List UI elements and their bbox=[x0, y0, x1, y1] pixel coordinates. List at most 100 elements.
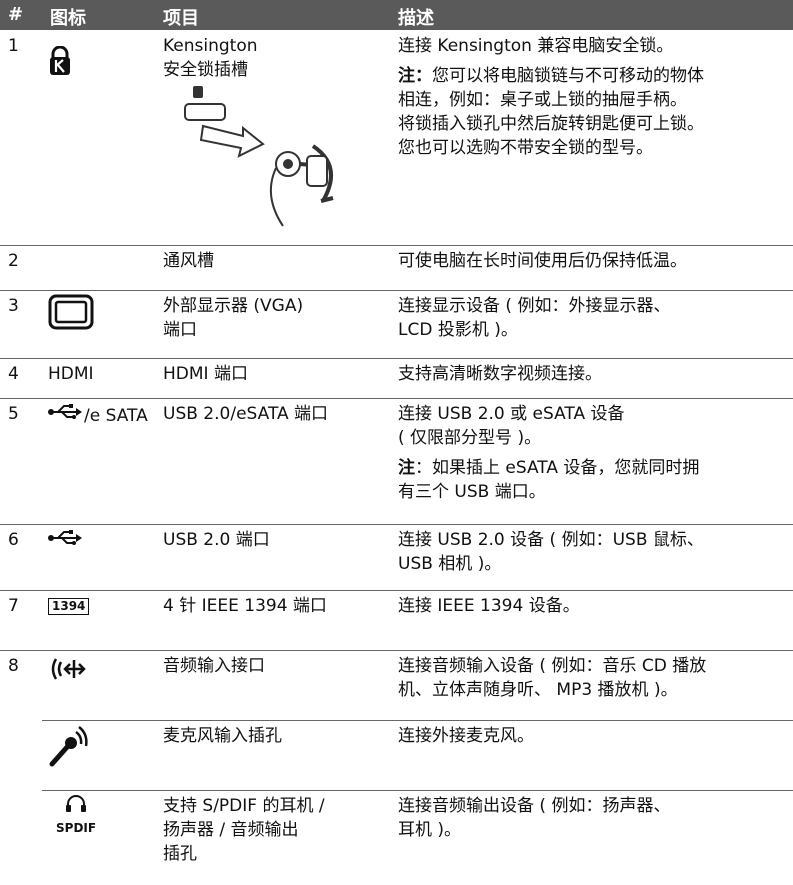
row-number: 1 bbox=[8, 36, 19, 56]
description-cell: 可使电脑在长时间使用后仍保持低温。 bbox=[398, 249, 687, 273]
icon-part bbox=[54, 300, 88, 324]
icon-part bbox=[184, 103, 226, 121]
icon-1394: 1394 bbox=[48, 598, 90, 615]
icon-part bbox=[65, 737, 77, 749]
item-line: 插孔 bbox=[163, 844, 197, 864]
item-line: 音频输入接口 bbox=[163, 656, 265, 676]
icon-part bbox=[63, 660, 84, 678]
header-cell: 描述 bbox=[398, 8, 434, 29]
description-line: 耳机 )。 bbox=[398, 820, 462, 840]
row-number: 8 bbox=[8, 656, 19, 676]
item-cell: 4 针 IEEE 1394 端口 bbox=[163, 594, 327, 618]
description-cell: 连接 IEEE 1394 设备。 bbox=[398, 594, 580, 618]
icon-cell bbox=[48, 724, 88, 775]
icon-cell bbox=[48, 294, 94, 337]
description-cell: 连接 USB 2.0 设备 ( 例如：USB 鼠标、 USB 相机 )。 bbox=[398, 528, 704, 576]
description-line: 连接 USB 2.0 或 eSATA 设备 bbox=[398, 404, 625, 424]
description-cell: 连接 Kensington 兼容电脑安全锁。注：您可以将电脑锁链与不可移动的物体… bbox=[398, 34, 704, 160]
icon-part bbox=[54, 59, 65, 73]
row-number: 6 bbox=[8, 530, 19, 550]
icon-part bbox=[67, 795, 86, 808]
item-line: 安全锁插槽 bbox=[163, 60, 248, 80]
note: 注：如果插上 eSATA 设备，您就同时拥 有三个 USB 端口。 bbox=[398, 456, 699, 504]
icon-part bbox=[72, 415, 76, 419]
icon-part bbox=[51, 45, 69, 58]
icon-label: SPDIF bbox=[56, 821, 97, 835]
icon-part bbox=[76, 534, 82, 542]
item-line: USB 2.0 端口 bbox=[163, 530, 270, 550]
description-line: LCD 投影机 )。 bbox=[398, 320, 518, 340]
row-number: 7 bbox=[8, 596, 19, 616]
description-line: ( 仅限部分型号 )。 bbox=[398, 428, 542, 448]
icon-part bbox=[48, 294, 94, 337]
icon-part bbox=[51, 405, 78, 418]
icon-part bbox=[183, 82, 343, 243]
icon-part bbox=[69, 404, 73, 408]
item-cell: 通风槽 bbox=[163, 249, 214, 273]
description-line: 连接音频输入设备 ( 例如：音乐 CD 播放 bbox=[398, 656, 707, 676]
description-cell: 支持高清晰数字视频连接。 bbox=[398, 362, 602, 386]
row-number: 4 bbox=[8, 364, 19, 384]
header-cell: 项目 bbox=[163, 8, 199, 29]
note-line: 注：您可以将电脑锁链与不可移动的物体 bbox=[398, 64, 704, 88]
description-line: 连接外接麦克风。 bbox=[398, 726, 534, 746]
icon-part bbox=[48, 528, 82, 555]
icon-cell: /e SATA bbox=[48, 402, 148, 429]
description-line: 机、立体声随身听、 MP3 播放机 )。 bbox=[398, 680, 678, 700]
row-separator bbox=[0, 590, 793, 591]
icon bbox=[48, 530, 82, 545]
note-text: 您可以将电脑锁链与不可移动的物体 bbox=[432, 66, 704, 86]
description-line: 支持高清晰数字视频连接。 bbox=[398, 364, 602, 384]
row-separator bbox=[0, 358, 793, 359]
item-cell: 麦克风输入插孔 bbox=[163, 724, 282, 748]
row-separator bbox=[42, 790, 793, 791]
description-line: 连接显示设备 ( 例如：外接显示器、 bbox=[398, 296, 671, 316]
row-separator bbox=[0, 398, 793, 399]
item-cell: 外部显示器 (VGA) 端口 bbox=[163, 294, 303, 342]
note: 注：您可以将电脑锁链与不可移动的物体 相连，例如：桌子或上锁的抽屉手柄。 将锁插入锁… bbox=[398, 64, 704, 160]
note-line: 您也可以选购不带安全锁的型号。 bbox=[398, 138, 653, 158]
item-line: 通风槽 bbox=[163, 251, 214, 271]
icon-part bbox=[48, 402, 82, 429]
icon-part bbox=[78, 663, 86, 675]
icon-part bbox=[51, 531, 78, 544]
description-cell: 连接音频输入设备 ( 例如：音乐 CD 播放 机、立体声随身听、 MP3 播放机 … bbox=[398, 654, 706, 702]
row-separator bbox=[0, 524, 793, 525]
header-cell: 图标 bbox=[50, 8, 86, 29]
icon-part bbox=[48, 294, 94, 330]
description-line: 连接 Kensington 兼容电脑安全锁。 bbox=[398, 36, 674, 56]
icon-part bbox=[269, 167, 284, 227]
description-line: 连接 USB 2.0 设备 ( 例如：USB 鼠标、 bbox=[398, 530, 704, 550]
item-cell: USB 2.0/eSATA 端口 bbox=[163, 402, 328, 426]
row-separator bbox=[0, 290, 793, 291]
icon-part bbox=[66, 805, 72, 812]
row-number: 3 bbox=[8, 296, 19, 316]
item-line: 外部显示器 (VGA) bbox=[163, 296, 304, 316]
item-line: 支持 S/PDIF 的耳机 / bbox=[163, 796, 325, 816]
icon-cell: SPDIF bbox=[56, 794, 96, 835]
icon-part bbox=[49, 743, 71, 767]
description-cell: 连接显示设备 ( 例如：外接显示器、 LCD 投影机 )。 bbox=[398, 294, 670, 342]
item-cell: 音频输入接口 bbox=[163, 654, 265, 678]
icon-part bbox=[72, 541, 76, 545]
icon-part bbox=[283, 159, 293, 169]
icon-cell bbox=[48, 654, 88, 691]
description-line: 连接 IEEE 1394 设备。 bbox=[398, 596, 580, 616]
item-cell: 支持 S/PDIF 的耳机 / 扬声器 / 音频输出 插孔 bbox=[163, 794, 325, 866]
icon-part bbox=[306, 155, 328, 187]
icon bbox=[48, 294, 94, 330]
description-line: 连接音频输出设备 ( 例如：扬声器、 bbox=[398, 796, 671, 816]
row-separator bbox=[0, 650, 793, 651]
row-separator bbox=[42, 720, 793, 721]
icon-part bbox=[76, 408, 82, 416]
icon-part bbox=[48, 654, 88, 691]
icon-part bbox=[199, 124, 265, 158]
item-line: 4 针 IEEE 1394 端口 bbox=[163, 596, 327, 616]
icon-cell bbox=[48, 528, 82, 555]
description-cell: 连接外接麦克风。 bbox=[398, 724, 534, 748]
icon-part bbox=[64, 794, 88, 819]
item-cell: HDMI 端口 bbox=[163, 362, 248, 386]
item-cell: USB 2.0 端口 bbox=[163, 528, 270, 552]
icon-part bbox=[81, 805, 87, 812]
